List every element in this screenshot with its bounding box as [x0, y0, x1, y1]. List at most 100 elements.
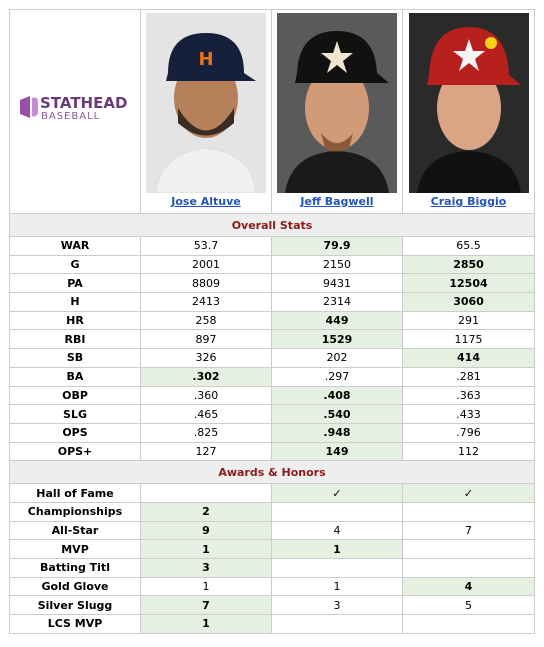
- stat-value: 3: [271, 595, 403, 616]
- stat-value: .825: [140, 422, 272, 443]
- stat-value: 7: [140, 595, 272, 616]
- player-name[interactable]: Jeff Bagwell: [300, 195, 374, 208]
- stat-value: 127: [140, 441, 272, 462]
- stat-value: 3: [140, 558, 272, 578]
- logo-cell: STATHEAD BASEBALL: [9, 9, 141, 214]
- stat-value: 1: [271, 539, 403, 559]
- comparison-table: STATHEAD BASEBALL H Jose Altuve Jeff Bag…: [9, 9, 535, 634]
- stat-value: .465: [140, 404, 272, 424]
- stat-value: [402, 558, 535, 578]
- player-cell: H Jose Altuve: [140, 9, 272, 214]
- stat-label: SLG: [9, 404, 141, 424]
- stat-value: .360: [140, 385, 272, 406]
- stat-value: 4: [271, 520, 403, 541]
- logo: STATHEAD BASEBALL: [10, 92, 140, 125]
- stat-value: 4: [402, 576, 535, 597]
- stat-value: .363: [402, 385, 535, 406]
- stat-row: SB 326 202 414: [9, 348, 535, 368]
- stat-value: [271, 501, 403, 522]
- stat-value: 2001: [140, 254, 272, 275]
- stat-label: BA: [9, 366, 141, 387]
- stat-row: Batting Titl 3: [9, 558, 535, 578]
- section-title: Overall Stats: [9, 213, 535, 237]
- stat-value: 1175: [402, 329, 535, 350]
- stat-label: OBP: [9, 385, 141, 406]
- stat-label: WAR: [9, 236, 141, 256]
- stat-value: [402, 614, 535, 634]
- stat-row: H 2413 2314 3060: [9, 292, 535, 312]
- stat-row: Gold Glove 1 1 4: [9, 576, 535, 597]
- stat-label: Hall of Fame: [9, 483, 141, 503]
- stat-value: 5: [402, 595, 535, 616]
- logo-bottom: BASEBALL: [41, 111, 100, 122]
- stat-value: 2850: [402, 254, 535, 275]
- stat-value: 12504: [402, 273, 535, 294]
- stat-value: 149: [271, 441, 403, 462]
- player-name[interactable]: Jose Altuve: [171, 195, 241, 208]
- stat-value: .796: [402, 422, 535, 443]
- stat-value: 326: [140, 348, 272, 368]
- stat-row: WAR 53.7 79.9 65.5: [9, 236, 535, 256]
- player-photo: [408, 13, 529, 193]
- stat-row: LCS MVP 1: [9, 614, 535, 634]
- stat-row: Hall of Fame ✓ ✓: [9, 483, 535, 503]
- stat-value: 7: [402, 520, 535, 541]
- stat-value: 2413: [140, 292, 272, 312]
- stat-label: PA: [9, 273, 141, 294]
- stat-row: OBP .360.408.363: [9, 385, 535, 406]
- stat-row: Silver Slugg 7 3 5: [9, 595, 535, 616]
- logo-top: STATHEAD: [40, 94, 127, 112]
- stat-value: .297: [271, 366, 403, 387]
- stat-label: Batting Titl: [9, 558, 141, 578]
- player-photo: H: [146, 13, 266, 193]
- stat-value: 1529: [271, 329, 403, 350]
- stat-value: 897: [140, 329, 272, 350]
- stat-label: MVP: [9, 539, 141, 559]
- stat-row: OPS+ 127 149 112: [9, 441, 535, 462]
- stat-value: 9431: [271, 273, 403, 294]
- stat-value: 258: [140, 310, 272, 331]
- stat-value: 414: [402, 348, 535, 368]
- stat-value: [140, 483, 272, 503]
- section-row: Awards & Honors: [9, 460, 535, 485]
- stat-value: 449: [271, 310, 403, 331]
- stat-value: [402, 539, 535, 559]
- stat-label: Silver Slugg: [9, 595, 141, 616]
- stat-value: 9: [140, 520, 272, 541]
- stat-row: All-Star 9 4 7: [9, 520, 535, 541]
- stat-row: PA 8809 9431 12504: [9, 273, 535, 294]
- logo-mark: STATHEAD BASEBALL: [20, 94, 127, 122]
- stat-value: 202: [271, 348, 403, 368]
- stat-value: .433: [402, 404, 535, 424]
- stat-value: 291: [402, 310, 535, 331]
- stat-value: 2314: [271, 292, 403, 312]
- stat-value: 1: [271, 576, 403, 597]
- stat-label: OPS: [9, 422, 141, 443]
- stat-row: HR 258 449 291: [9, 310, 535, 331]
- stat-label: SB: [9, 348, 141, 368]
- stat-value: .281: [402, 366, 535, 387]
- stat-row: SLG .465.540.433: [9, 404, 535, 424]
- player-name[interactable]: Craig Biggio: [430, 195, 507, 208]
- stat-label: HR: [9, 310, 141, 331]
- stat-value: 1: [140, 539, 272, 559]
- stat-value: .408: [271, 385, 403, 406]
- stat-value: [402, 501, 535, 522]
- stat-row: MVP 1 1: [9, 539, 535, 559]
- player-cell: Craig Biggio: [402, 9, 535, 214]
- stat-label: H: [9, 292, 141, 312]
- stat-value: [271, 614, 403, 634]
- stat-value: ✓: [271, 483, 403, 503]
- stat-label: Gold Glove: [9, 576, 141, 597]
- player-photo: [277, 13, 397, 193]
- stat-label: RBI: [9, 329, 141, 350]
- stat-row: RBI 897 1529 1175: [9, 329, 535, 350]
- stat-value: 1: [140, 614, 272, 634]
- header-row: STATHEAD BASEBALL H Jose Altuve Jeff Bag…: [9, 9, 535, 214]
- stat-value: .948: [271, 422, 403, 443]
- stat-value: 2: [140, 501, 272, 522]
- stat-row: G 2001 2150 2850: [9, 254, 535, 275]
- stat-label: LCS MVP: [9, 614, 141, 634]
- section-row: Overall Stats: [9, 213, 535, 237]
- player-cell: Jeff Bagwell: [271, 9, 403, 214]
